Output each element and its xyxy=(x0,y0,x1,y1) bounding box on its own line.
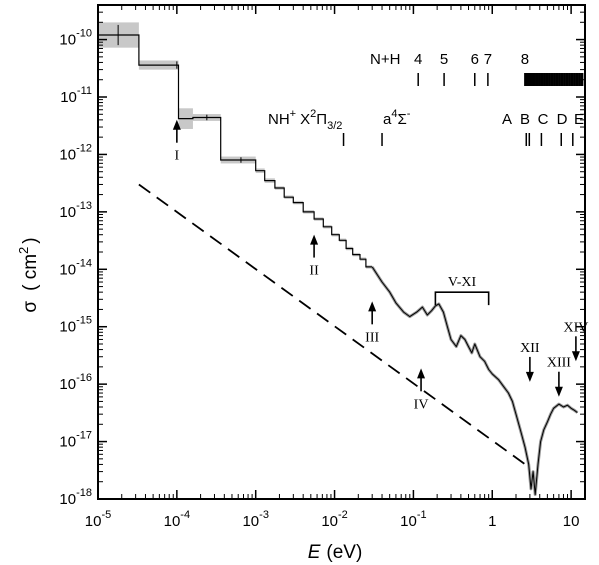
arrow-label: IV xyxy=(414,397,429,412)
y-tick-base: 10 xyxy=(59,32,76,49)
arrow-up-icon xyxy=(417,368,425,378)
y-tick-exp: -10 xyxy=(76,28,92,40)
y-axis-unit-close: ) xyxy=(20,237,41,243)
arrow-down-icon xyxy=(572,351,580,361)
nh-level-label: 5 xyxy=(440,51,448,68)
x-tick-label: 10 xyxy=(563,513,580,530)
nh-plus-sup: + xyxy=(290,108,296,120)
nh-plus-lettered-label: D xyxy=(557,111,568,128)
y-tick-exp: -17 xyxy=(76,430,92,442)
x-tick-base: 10 xyxy=(321,513,338,530)
y-tick-exp: -15 xyxy=(76,315,92,327)
nh-plus-lettered-label: A xyxy=(502,111,512,128)
nh-plus-lettered-label: B xyxy=(520,111,530,128)
arrow-label: I xyxy=(175,149,180,164)
x-tick-base: 10 xyxy=(563,513,580,530)
arrow-up-icon xyxy=(310,235,318,245)
x-tick-exp: -4 xyxy=(180,509,190,521)
x-tick-base: 10 xyxy=(85,513,102,530)
y-axis-unit-open: ( cm xyxy=(20,254,41,291)
nh-level-label: 7 xyxy=(484,51,492,68)
y-tick-exp: -16 xyxy=(76,372,92,384)
level-marker-group: N+H 4 5 6 7 8NH+ X2Π3/2 a4Σ- A B C D E xyxy=(268,51,584,146)
y-tick-exp: -11 xyxy=(77,85,92,97)
nh-level-label: 4 xyxy=(414,51,422,68)
y-tick-label: 10-15 xyxy=(59,315,92,336)
x-tick-base: 10 xyxy=(242,513,259,530)
plot-frame xyxy=(98,5,585,499)
step-series-group xyxy=(98,25,372,267)
x-tick-exp: -3 xyxy=(259,509,269,521)
state2-label: a4Σ- xyxy=(383,108,411,128)
y-tick-base: 10 xyxy=(59,376,76,393)
x-tick-base: 10 xyxy=(164,513,181,530)
y-axis-title: σ ( cm2) xyxy=(16,237,41,312)
x-tick-label: 10-2 xyxy=(321,509,347,530)
nh-level-label: 8 xyxy=(521,51,529,68)
dashed-line-group xyxy=(139,184,530,467)
x-tick-label: 10-1 xyxy=(400,509,426,530)
y-tick-base: 10 xyxy=(60,89,77,106)
arrow-label: XIII xyxy=(547,356,571,371)
y-tick-exp: -14 xyxy=(76,257,92,269)
bracket-line xyxy=(435,292,488,305)
arrow-label: II xyxy=(309,264,319,279)
x-tick-label: 1 xyxy=(488,513,496,530)
y-tick-exp: -12 xyxy=(76,142,92,154)
arrow-label: XII xyxy=(520,341,540,356)
x-tick-exp: -5 xyxy=(101,509,111,521)
x-tick-base: 1 xyxy=(488,513,496,530)
x-axis-title: E (eV) xyxy=(308,542,363,563)
x-axis-unit: (eV) xyxy=(326,542,362,563)
y-tick-base: 10 xyxy=(59,146,76,163)
state2-sup2: - xyxy=(407,108,411,120)
nh-plus-label: NH+ X2Π3/2 xyxy=(268,108,342,132)
y-tick-label: 10-10 xyxy=(59,28,92,49)
arrow-down-icon xyxy=(526,372,534,382)
y-tick-exp: -13 xyxy=(76,200,92,212)
y-axis-symbol: σ xyxy=(20,301,41,313)
y-tick-label: 10-18 xyxy=(59,487,92,508)
nh-plus-lettered-label: C xyxy=(538,111,549,128)
y-axis-unit-exp: 2 xyxy=(16,247,31,254)
curve-series-group xyxy=(372,267,577,495)
y-tick-base: 10 xyxy=(59,491,76,508)
nh-label: N+H xyxy=(370,51,400,68)
y-tick-label: 10-16 xyxy=(59,372,92,393)
curve-series-line xyxy=(372,267,577,495)
curve-series-band xyxy=(372,267,577,495)
arrow-up-icon xyxy=(368,301,376,311)
x-axis-variable: E xyxy=(308,542,321,563)
x-tick-label: 10-3 xyxy=(242,509,268,530)
state1-pre: X xyxy=(300,111,310,128)
x-tick-base: 10 xyxy=(400,513,417,530)
y-tick-base: 10 xyxy=(59,204,76,221)
y-tick-label: 10-17 xyxy=(59,430,92,451)
state1-mid: Π xyxy=(316,111,327,128)
axes-frame-group xyxy=(98,5,585,499)
x-tick-exp: -1 xyxy=(417,509,427,521)
x-tick-label: 10-4 xyxy=(164,509,190,530)
step-series-line xyxy=(98,35,372,267)
bracket-label: V-XI xyxy=(448,275,477,290)
y-tick-label: 10-11 xyxy=(60,85,92,106)
x-tick-label: 10-5 xyxy=(85,509,111,530)
nh-plus-main: NH xyxy=(268,111,290,128)
nh-level-label: 6 xyxy=(471,51,479,68)
y-tick-label: 10-13 xyxy=(59,200,92,221)
arrow-down-icon xyxy=(555,387,563,397)
y-tick-label: 10-14 xyxy=(59,257,92,278)
y-tick-exp: -18 xyxy=(76,487,92,499)
state2-mid: Σ xyxy=(397,111,406,128)
y-tick-base: 10 xyxy=(59,319,76,336)
x-tick-exp: -2 xyxy=(338,509,348,521)
arrow-label: III xyxy=(365,330,379,345)
state1-sub: 3/2 xyxy=(327,120,342,132)
y-tick-base: 10 xyxy=(59,261,76,278)
y-tick-base: 10 xyxy=(59,434,76,451)
dashed-reference-line xyxy=(139,184,530,467)
y-tick-label: 10-12 xyxy=(59,142,92,163)
